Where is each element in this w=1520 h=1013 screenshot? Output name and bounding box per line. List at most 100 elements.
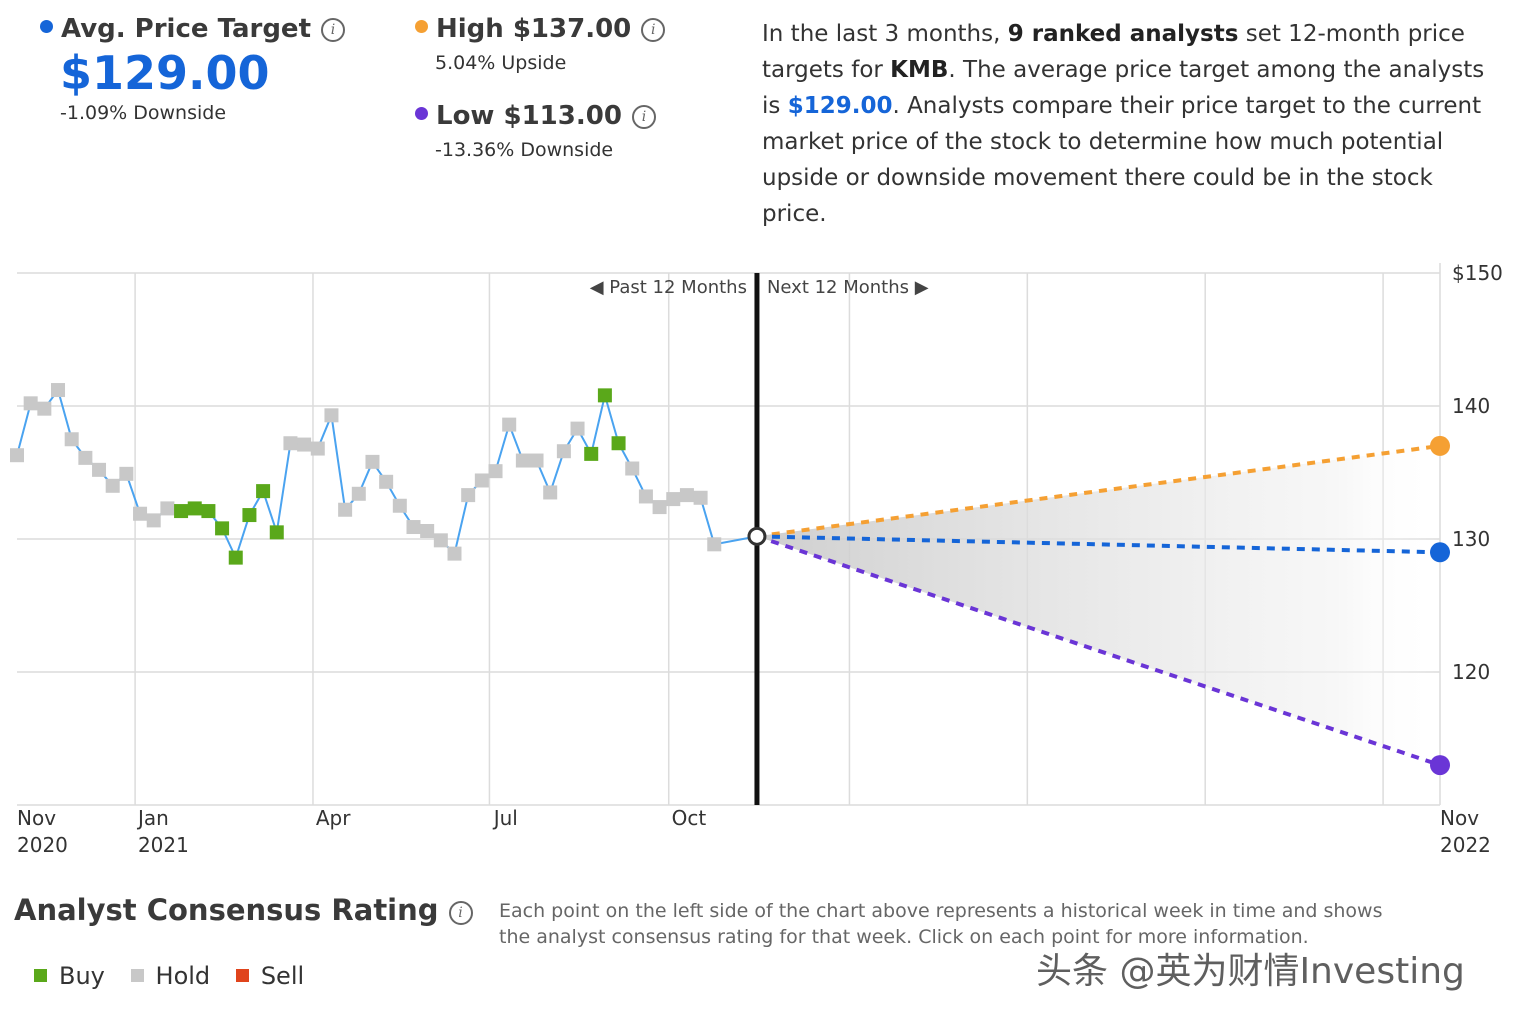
consensus-point-hold — [324, 408, 339, 423]
consensus-point-hold — [502, 417, 517, 432]
avg-downside: -1.09% Downside — [60, 102, 227, 124]
avg-dot-icon — [40, 20, 53, 33]
consensus-point-buy — [256, 484, 271, 499]
consensus-point-hold — [119, 466, 134, 481]
x-tick-label: Oct — [672, 806, 707, 830]
consensus-point-hold — [652, 500, 667, 515]
low-target-point — [1430, 755, 1450, 776]
consensus-point-hold — [146, 513, 161, 528]
watermark: 头条 @英为财情Investing — [1036, 951, 1465, 992]
sell-square-icon — [235, 969, 249, 982]
consensus-point-buy — [228, 550, 243, 565]
desc-analysts: 9 ranked analysts — [1007, 21, 1239, 47]
consensus-point-hold — [666, 492, 681, 507]
consensus-point-hold — [474, 473, 489, 488]
x-tick-label: Nov — [1440, 806, 1479, 830]
consensus-point-hold — [529, 453, 544, 468]
avg-price-target-block: Avg. Price Target i $129.00 -1.09% Downsi… — [40, 14, 345, 124]
consensus-point-hold — [392, 498, 407, 513]
high-price-target-title: High $137.00 — [436, 14, 632, 44]
consensus-point-hold — [105, 478, 120, 493]
consensus-point-hold — [297, 437, 312, 452]
low-price-target-title: Low $113.00 — [436, 101, 622, 131]
legend-sell: Sell — [235, 962, 304, 990]
consensus-point-buy — [584, 446, 599, 461]
consensus-point-hold — [638, 489, 653, 504]
legend-hold: Hold — [130, 962, 211, 990]
legend-buy-label: Buy — [59, 962, 105, 990]
consensus-point-hold — [406, 520, 421, 535]
consensus-point-hold — [570, 421, 585, 436]
current-price-point — [747, 526, 767, 546]
consensus-point-buy — [215, 521, 230, 536]
high-target-point — [1430, 435, 1450, 456]
consensus-point-buy — [201, 504, 216, 519]
consensus-point-hold — [379, 474, 394, 489]
consensus-note: Each point on the left side of the chart… — [499, 900, 1383, 948]
consensus-point-hold — [447, 546, 462, 561]
x-tick-year-label: 2021 — [138, 833, 189, 857]
y-tick-label: 130 — [1452, 527, 1490, 551]
consensus-point-hold — [92, 462, 107, 477]
y-tick-label: 140 — [1452, 394, 1490, 418]
desc-text: . The average price target among the ana… — [762, 57, 1485, 119]
price-target-chart: $150 140 130 120 Nov 2020 Jan 2021 Apr Jul Oct Nov 2… — [10, 261, 1503, 857]
info-icon[interactable]: i — [631, 105, 656, 129]
low-target-line — [756, 534, 1441, 767]
consensus-point-hold — [10, 448, 24, 463]
info-icon[interactable]: i — [448, 901, 473, 925]
y-tick-label: 120 — [1452, 660, 1490, 684]
consensus-point-hold — [625, 461, 640, 476]
consensus-point-hold — [23, 396, 38, 411]
desc-text: In the last 3 months, — [762, 21, 1008, 47]
forecast-range-area — [756, 445, 1440, 766]
analyst-description: In the last 3 months, 9 ranked analysts … — [762, 16, 1502, 232]
consensus-title: Analyst Consensus Rating i — [14, 893, 473, 927]
consensus-point-hold — [543, 485, 558, 500]
info-icon[interactable]: i — [321, 18, 345, 42]
consensus-point-hold — [351, 486, 366, 501]
x-tick-label: Nov — [17, 806, 56, 830]
consensus-point-hold — [338, 502, 353, 517]
x-tick-label: Jul — [492, 806, 518, 830]
low-downside: -13.36% Downside — [435, 139, 614, 161]
next-12-months-label: Next 12 Months ▶ — [767, 277, 929, 298]
consensus-point-hold — [433, 533, 448, 548]
avg-price-target-title: Avg. Price Target — [61, 14, 311, 44]
high-dot-icon — [415, 20, 428, 33]
desc-text: set 12-month price targets for — [762, 21, 1465, 83]
consensus-point-hold — [693, 490, 708, 505]
consensus-point-buy — [174, 504, 189, 519]
consensus-point-hold — [488, 464, 503, 479]
consensus-point-hold — [461, 488, 476, 503]
consensus-point-hold — [365, 454, 380, 469]
past-12-months-label: ◀ Past 12 Months — [590, 277, 747, 298]
consensus-point-hold — [283, 436, 298, 451]
avg-price-target-value: $129.00 — [60, 46, 270, 100]
legend-hold-label: Hold — [155, 962, 211, 990]
high-upside: 5.04% Upside — [435, 52, 567, 74]
consensus-point-buy — [269, 525, 284, 540]
consensus-point-hold — [515, 453, 530, 468]
consensus-point-hold — [37, 401, 52, 416]
high-target-line — [756, 443, 1441, 539]
desc-avg-target: $129.00 — [787, 93, 893, 119]
info-icon[interactable]: i — [641, 18, 666, 42]
x-tick-label: Jan — [136, 806, 169, 830]
consensus-point-hold — [679, 488, 694, 503]
consensus-point-buy — [597, 388, 612, 403]
consensus-point-hold — [78, 450, 93, 465]
consensus-point-hold — [556, 444, 571, 459]
low-price-target-block: Low $113.00 i -13.36% Downside — [415, 101, 656, 161]
rating-legend: Buy Hold Sell — [34, 962, 322, 990]
x-tick-year-label: 2020 — [17, 833, 68, 857]
consensus-point-hold — [420, 524, 435, 539]
consensus-point-hold — [707, 537, 722, 552]
x-tick-label: Apr — [316, 806, 351, 830]
desc-ticker: KMB — [890, 57, 949, 83]
consensus-point-hold — [160, 501, 175, 516]
x-tick-year-label: 2022 — [1440, 833, 1491, 857]
consensus-title-text: Analyst Consensus Rating — [14, 893, 439, 927]
consensus-point-buy — [611, 436, 626, 451]
consensus-point-hold — [51, 383, 66, 398]
